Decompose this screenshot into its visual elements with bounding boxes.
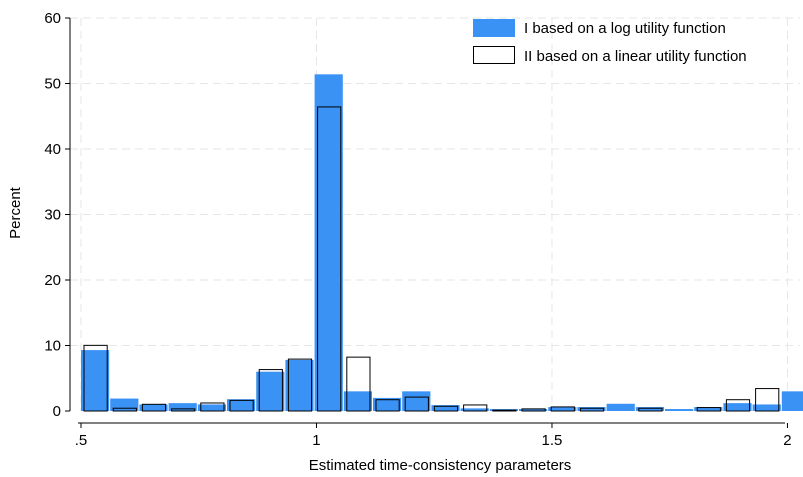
- bar-linear-utility: [579, 407, 605, 412]
- bar-log-utility: [694, 407, 723, 411]
- bar-log-utility: [227, 399, 256, 411]
- bar-linear-utility: [317, 106, 342, 412]
- bar-linear-utility: [433, 405, 459, 412]
- y-tick-label: 0: [53, 403, 61, 420]
- y-tick-label: 40: [44, 141, 61, 158]
- bar-linear-utility: [492, 409, 517, 412]
- legend: I based on a log utility function II bas…: [473, 19, 747, 65]
- legend-swatch-linear-utility: [473, 46, 515, 64]
- bar-linear-utility: [404, 396, 429, 412]
- bar-log-utility: [110, 398, 139, 411]
- bar-log-utility: [197, 404, 226, 411]
- bar-linear-utility: [696, 407, 721, 412]
- tick-layer: 0 10 20 30 40 50 60 .5 1 1.5 2: [44, 10, 791, 449]
- bar-linear-utility: [287, 358, 313, 412]
- bar-log-utility: [781, 391, 803, 411]
- x-axis-title: Estimated time-consistency parameters: [309, 457, 572, 474]
- bar-log-utility: [314, 74, 343, 411]
- bar-linear-utility: [375, 399, 400, 412]
- bar-log-utility: [168, 403, 197, 411]
- bar-linear-utility: [346, 356, 371, 412]
- grid-layer: [70, 17, 800, 411]
- bar-log-utility: [519, 409, 548, 411]
- bar-log-utility: [723, 403, 752, 411]
- y-tick-label: 50: [44, 76, 61, 93]
- bar-log-utility: [285, 359, 314, 411]
- bar-linear-utility: [755, 388, 780, 412]
- x-tick-label: 1: [312, 432, 320, 449]
- bar-linear-utility: [463, 404, 488, 412]
- y-tick-label: 20: [44, 272, 61, 289]
- x-tick-label: 1.5: [542, 432, 563, 449]
- bar-log-utility: [81, 350, 110, 411]
- x-tick-label: 2: [783, 432, 791, 449]
- bar-linear-utility: [83, 344, 108, 412]
- axes: [69, 18, 785, 424]
- y-tick-label: 30: [44, 207, 61, 224]
- bar-linear-utility: [638, 407, 663, 412]
- bar-log-utility: [343, 391, 372, 411]
- bar-linear-utility: [521, 408, 546, 412]
- bar-linear-utility: [229, 399, 254, 412]
- bar-log-utility: [635, 407, 664, 411]
- bar-linear-utility: [725, 399, 751, 412]
- bar-log-utility: [402, 391, 431, 411]
- y-tick-label: 60: [44, 10, 61, 27]
- bar-linear-utility: [112, 407, 137, 412]
- bar-log-utility: [548, 407, 577, 411]
- bar-linear-utility: [171, 408, 196, 412]
- bar-log-utility: [139, 404, 168, 411]
- bar-linear-utility: [200, 402, 225, 412]
- y-tick-label: 10: [44, 338, 61, 355]
- legend-label-log-utility: I based on a log utility function: [524, 20, 726, 37]
- legend-label-linear-utility: II based on a linear utility function: [524, 48, 747, 65]
- bar-linear-utility: [550, 406, 575, 412]
- bar-log-utility: [752, 404, 781, 411]
- y-axis-title: Percent: [7, 186, 24, 239]
- x-tick-label: .5: [75, 432, 88, 449]
- bar-log-utility: [460, 408, 489, 411]
- bar-log-utility: [256, 371, 285, 411]
- bar-log-utility: [606, 403, 635, 411]
- bar-log-utility: [373, 397, 402, 411]
- series-log-utility-bars: [81, 74, 803, 411]
- legend-swatch-log-utility: [473, 19, 515, 37]
- bar-log-utility: [431, 405, 460, 411]
- series-linear-utility-bars: [83, 106, 780, 412]
- bar-linear-utility: [258, 369, 283, 412]
- bar-linear-utility: [141, 403, 167, 412]
- bar-log-utility: [665, 409, 694, 411]
- bar-log-utility: [577, 407, 606, 411]
